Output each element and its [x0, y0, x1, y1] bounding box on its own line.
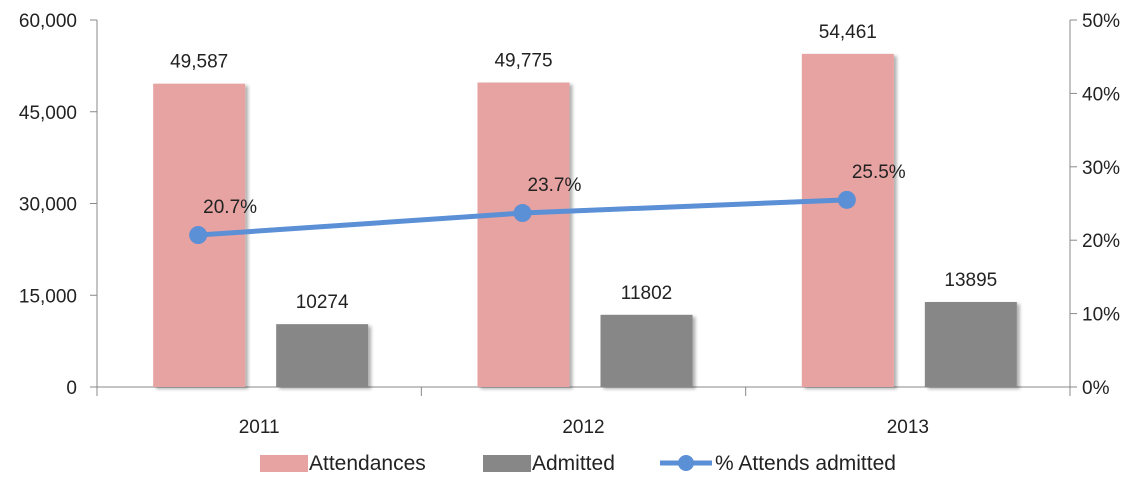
- axes: 0 15,000 30,000 45,000 60,000 0% 10% 20% 30% 40% 5…: [19, 11, 1120, 438]
- legend: Attendances Admitted % Attends admitted: [260, 452, 896, 475]
- y-left-tick-label: 60,000: [19, 11, 77, 32]
- data-label-attends-admitted: 25.5%: [852, 162, 906, 183]
- data-label-attends-admitted: 20.7%: [203, 197, 257, 218]
- bars: [153, 53, 1017, 388]
- y-right-tick-label: 40%: [1082, 84, 1120, 105]
- bar-admitted: [276, 324, 369, 387]
- y-left-tick-label: 15,000: [19, 286, 77, 307]
- x-tick-label: 2012: [562, 417, 604, 438]
- bar-attendances: [477, 82, 570, 388]
- data-label-attendances: 54,461: [819, 22, 877, 43]
- y-right-tick-label: 30%: [1082, 158, 1120, 179]
- y-left-tick-label: 45,000: [19, 103, 77, 124]
- data-label-admitted: 13895: [944, 270, 997, 291]
- data-label-attendances: 49,587: [170, 52, 228, 73]
- y-right-tick-label: 50%: [1082, 11, 1120, 32]
- x-tick-label: 2013: [887, 417, 929, 438]
- bar-attendances: [801, 53, 894, 387]
- point-attends-admitted: [837, 190, 856, 209]
- legend-swatch-attendances: [260, 455, 308, 472]
- y-right-tick-label: 20%: [1082, 231, 1120, 252]
- y-right-tick-label: 10%: [1082, 305, 1120, 326]
- bar-admitted: [600, 314, 693, 387]
- data-label-attends-admitted: 23.7%: [528, 175, 582, 196]
- point-attends-admitted: [189, 226, 208, 245]
- y-right-tick-label: 0%: [1082, 378, 1110, 399]
- data-label-attendances: 49,775: [494, 51, 552, 72]
- data-label-admitted: 11802: [621, 283, 672, 304]
- legend-swatch-admitted: [483, 455, 531, 472]
- legend-label-attends-admitted: % Attends admitted: [715, 452, 896, 475]
- data-label-admitted: 10274: [296, 292, 349, 313]
- legend-label-admitted: Admitted: [532, 452, 615, 475]
- legend-marker-attends-admitted: [678, 455, 694, 471]
- y-left-tick-label: 0: [66, 378, 77, 399]
- bar-admitted: [924, 302, 1017, 387]
- y-left-tick-label: 30,000: [19, 195, 77, 216]
- data-labels: 49,587 49,775 54,461 10274 11802 13895 20.7% 23…: [170, 22, 997, 313]
- point-attends-admitted: [513, 204, 532, 223]
- x-tick-label: 2011: [239, 417, 280, 438]
- legend-label-attendances: Attendances: [309, 452, 426, 475]
- line-series: [189, 190, 856, 245]
